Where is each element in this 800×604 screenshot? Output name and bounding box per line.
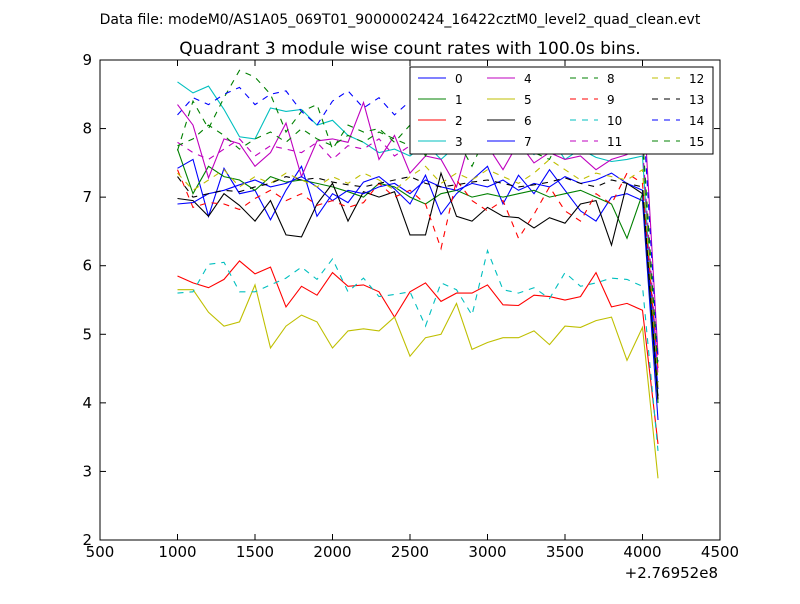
legend-frame	[409, 66, 714, 155]
y-tick-label: 8	[82, 120, 92, 138]
series-line-15	[177, 124, 659, 369]
legend-label-1: 1	[455, 93, 463, 107]
legend-label-9: 9	[607, 93, 615, 107]
legend-label-4: 4	[524, 72, 532, 86]
y-tick-label: 4	[82, 394, 92, 412]
x-tick-label: 4500	[701, 543, 739, 561]
x-tick-label: 500	[86, 543, 115, 561]
legend-label-14: 14	[689, 114, 704, 128]
legend-label-3: 3	[455, 135, 463, 149]
series-line-1	[176, 148, 659, 403]
x-offset-label: +2.76952e8	[625, 564, 718, 582]
legend-label-10: 10	[607, 114, 622, 128]
y-tick-label: 2	[82, 531, 92, 549]
y-tick-label: 3	[82, 462, 92, 480]
x-tick-label: 2000	[313, 543, 351, 561]
y-tick-label: 5	[82, 325, 92, 343]
legend-label-12: 12	[689, 72, 704, 86]
x-tick-label: 2500	[391, 543, 429, 561]
x-tick-label: 3500	[546, 543, 584, 561]
x-axis: 500 1000 1500 2000 2500 3000 3500 4000 4500	[86, 60, 739, 561]
x-tick-label: 1000	[158, 543, 196, 561]
x-tick-label: 4000	[623, 543, 661, 561]
series-line-7	[177, 172, 659, 390]
series-line-0	[177, 158, 659, 421]
series-line-11	[177, 138, 659, 376]
series-line-9	[176, 169, 659, 369]
series-line-6	[177, 171, 659, 400]
x-tick-label: 1500	[236, 543, 274, 561]
legend-label-5: 5	[524, 93, 532, 107]
y-tick-label: 9	[82, 51, 92, 69]
legend-label-7: 7	[524, 135, 532, 149]
file-label: Data file: modeM0/AS1A05_069T01_90000024…	[100, 12, 701, 28]
series-line-10	[177, 248, 659, 451]
x-tick-label: 3000	[468, 543, 506, 561]
chart-title: Quadrant 3 module wise count rates with …	[179, 39, 640, 59]
series-line-4	[177, 83, 659, 355]
series-line-2	[177, 260, 659, 445]
legend-label-11: 11	[607, 135, 622, 149]
legend-label-6: 6	[524, 114, 532, 128]
y-axis: 2 3 4 5 6 7 8 9	[82, 51, 720, 549]
legend-label-13: 13	[689, 93, 704, 107]
series-line-5	[177, 283, 659, 479]
legend-label-0: 0	[455, 72, 463, 86]
legend-label-2: 2	[455, 114, 463, 128]
y-tick-label: 6	[82, 257, 92, 275]
legend-label-8: 8	[607, 72, 615, 86]
series-line-13	[177, 176, 659, 397]
y-tick-label: 7	[82, 188, 92, 206]
legend-label-15: 15	[689, 135, 704, 149]
series-line-12	[177, 158, 659, 390]
